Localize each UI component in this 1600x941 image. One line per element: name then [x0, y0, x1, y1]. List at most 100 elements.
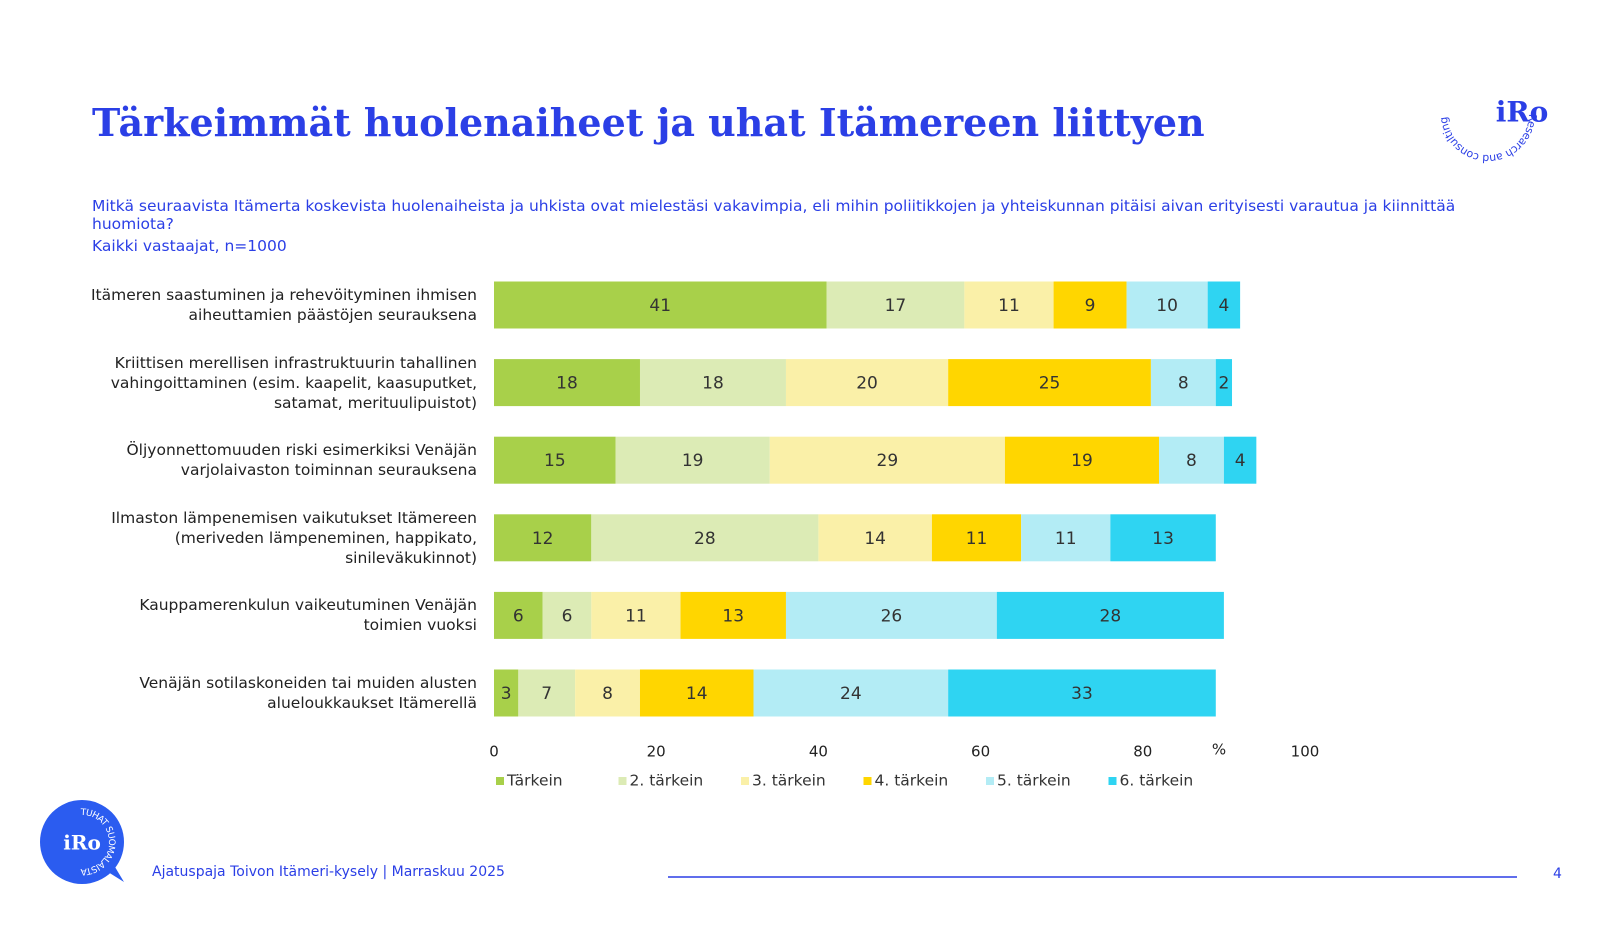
badge — [40, 800, 124, 884]
category-label: Ilmaston lämpenemisen vaikutukset Itämer… — [111, 508, 477, 567]
bar-segment — [494, 669, 519, 717]
value-label: 11 — [1055, 529, 1077, 549]
value-label: 24 — [840, 684, 862, 704]
value-label: 13 — [722, 606, 744, 626]
bar-segment — [1110, 514, 1216, 562]
legend-swatch — [863, 777, 872, 785]
bar-segment — [948, 359, 1151, 407]
bar-segment — [1207, 281, 1241, 329]
category-label: Kauppamerenkulun vaikeutuminen Venäjän t… — [139, 596, 477, 635]
value-label: 4 — [1235, 451, 1246, 471]
title: Tärkeimmät huolenaiheet ja uhat Itämeree… — [92, 100, 1205, 145]
bar-segment — [1126, 281, 1208, 329]
value-label: 20 — [856, 374, 878, 394]
page-number: 4 — [1553, 866, 1562, 882]
bar-segment — [518, 669, 576, 717]
category-label: Öljyonnettomuuden riski esimerkiksi Venä… — [126, 441, 477, 480]
bar-segment — [964, 281, 1054, 329]
legend-label: 4. tärkein — [875, 772, 949, 790]
footer-source: Ajatuspaja Toivon Itämeri-kysely | Marra… — [152, 864, 505, 880]
bar-segment — [615, 436, 770, 484]
logo: iRo — [1496, 96, 1549, 129]
value-label: 33 — [1071, 684, 1093, 704]
bar-segment — [1150, 359, 1216, 407]
legend-swatch — [1108, 777, 1117, 785]
value-label: 2 — [1218, 374, 1229, 394]
x-tick-label: 20 — [647, 743, 666, 761]
bar-segment — [785, 591, 997, 639]
bar-segment — [1223, 436, 1257, 484]
bar-segment — [591, 514, 819, 562]
value-label: 11 — [625, 606, 647, 626]
x-tick-label: 0 — [489, 743, 499, 761]
value-label: 25 — [1039, 374, 1061, 394]
note: Kaikki vastaajat, n=1000 — [92, 237, 287, 255]
bar-segment — [1053, 281, 1127, 329]
value-label: 14 — [864, 529, 886, 549]
legend-label: 3. tärkein — [752, 772, 826, 790]
value-label: 6 — [562, 606, 573, 626]
value-label: 8 — [1186, 451, 1197, 471]
bar-segment — [1021, 514, 1111, 562]
legend-swatch — [741, 777, 749, 785]
bar-segment — [575, 669, 640, 717]
bar-segment — [680, 591, 786, 639]
value-label: 18 — [702, 374, 724, 394]
bar-segment — [996, 591, 1224, 639]
legend-swatch — [986, 777, 994, 785]
bar-segment — [494, 359, 640, 407]
value-label: 17 — [885, 296, 907, 316]
bar-segment — [542, 591, 592, 639]
bar-segment — [494, 591, 543, 639]
value-label: 29 — [877, 451, 899, 471]
x-tick-label: 80 — [1133, 743, 1152, 761]
bar-segment — [494, 436, 616, 484]
value-label: 13 — [1152, 529, 1174, 549]
bar-segment — [591, 591, 681, 639]
bar-segment — [494, 281, 827, 329]
legend-swatch — [618, 777, 627, 785]
value-label: 28 — [1100, 606, 1122, 626]
bar-segment — [826, 281, 965, 329]
value-label: 12 — [532, 529, 554, 549]
value-label: 3 — [501, 684, 512, 704]
value-label: 28 — [694, 529, 716, 549]
legend-label: 2. tärkein — [630, 772, 704, 790]
value-label: 11 — [966, 529, 988, 549]
legend-swatch — [496, 777, 504, 785]
bar-segment — [494, 514, 592, 562]
value-label: 8 — [602, 684, 613, 704]
value-label: 26 — [881, 606, 903, 626]
value-label: 14 — [686, 684, 708, 704]
subtitle: Mitkä seuraavista Itämerta koskevista hu… — [92, 197, 1456, 233]
legend-label: 6. tärkein — [1120, 772, 1194, 790]
bar-segment — [639, 669, 754, 717]
value-label: 9 — [1085, 296, 1096, 316]
value-label: 7 — [541, 684, 552, 704]
bar-segment — [785, 359, 949, 407]
bar-segment — [818, 514, 932, 562]
category-label: Kriittisen merellisen infrastruktuurin t… — [110, 353, 477, 412]
value-label: 41 — [649, 296, 671, 316]
badge-tail — [108, 862, 124, 882]
value-label: 8 — [1178, 374, 1189, 394]
bar-segment — [769, 436, 1005, 484]
value-label: 4 — [1218, 296, 1229, 316]
bar-segment — [1004, 436, 1160, 484]
bar-segment — [753, 669, 949, 717]
x-unit: % — [1212, 741, 1226, 759]
category-label: Venäjän sotilaskoneiden tai muiden alust… — [139, 674, 477, 712]
bar-segment — [639, 359, 786, 407]
bar-segment — [1159, 436, 1224, 484]
category-label: Itämeren saastuminen ja rehevöityminen i… — [90, 286, 477, 324]
legend-label: 5. tärkein — [997, 772, 1071, 790]
value-label: 15 — [544, 451, 566, 471]
x-tick-label: 60 — [971, 743, 990, 761]
value-label: 6 — [513, 606, 524, 626]
x-tick-label: 100 — [1291, 743, 1320, 761]
bar-segment — [948, 669, 1216, 717]
value-label: 19 — [1071, 451, 1093, 471]
bar-segment — [931, 514, 1022, 562]
legend-label: Tärkein — [506, 772, 563, 790]
